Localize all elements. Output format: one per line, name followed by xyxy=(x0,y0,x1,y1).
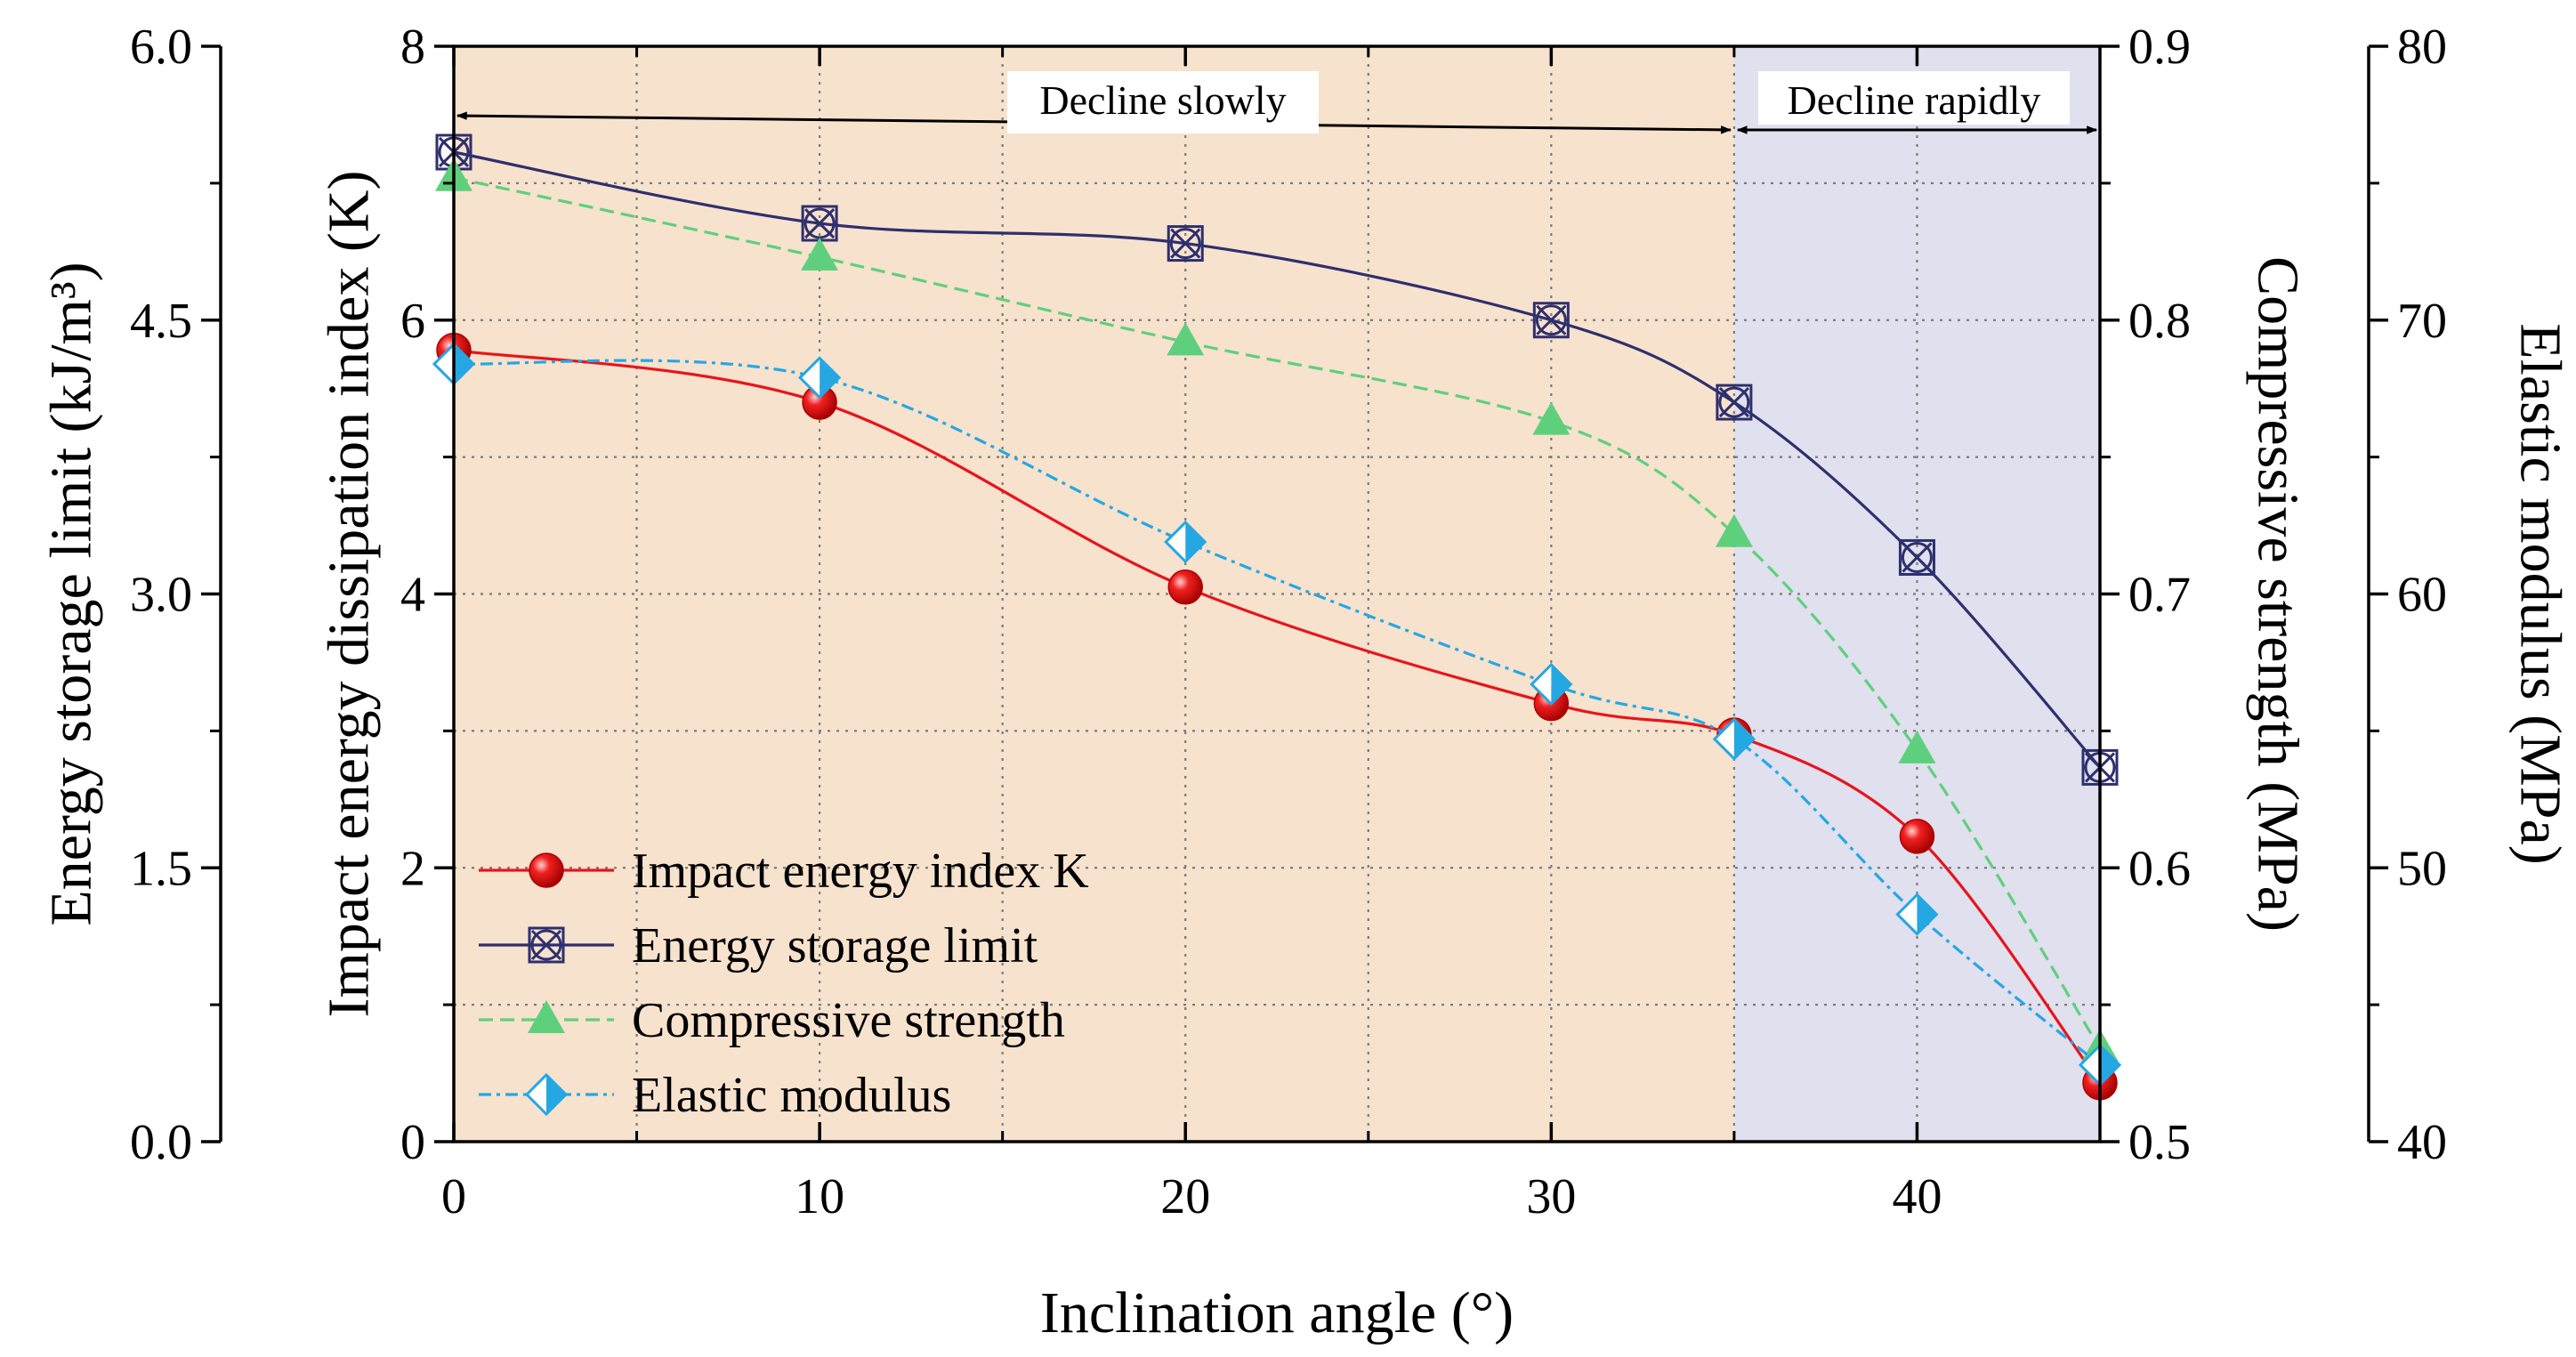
data-point-s1-4-box xyxy=(1716,384,1753,421)
legend-marker-3-right xyxy=(546,1075,566,1114)
legend-label-0: Impact energy index K xyxy=(632,844,1089,899)
data-point-s1-5-cross xyxy=(1902,542,1933,573)
legend-marker-0 xyxy=(529,852,564,888)
legend-marker-1-box xyxy=(528,926,565,964)
y-tick-label-modulus: 60 xyxy=(2397,568,2447,623)
data-point-s3-5-outline xyxy=(1895,893,1939,936)
data-point-s2-3 xyxy=(1532,401,1571,435)
y-tick-label-strength: 0.9 xyxy=(2128,20,2191,75)
legend-marker-1-cross xyxy=(530,929,562,961)
y-tick-label-energy: 1.5 xyxy=(130,841,192,896)
y-tick-label-strength: 0.6 xyxy=(2128,841,2191,896)
data-point-s3-0-left xyxy=(434,343,454,384)
y-tick-label-k: 4 xyxy=(400,568,425,623)
y-tick-label-k: 0 xyxy=(400,1115,425,1170)
x-tick-label: 20 xyxy=(1160,1169,1210,1224)
data-point-s3-5 xyxy=(1895,893,1939,936)
data-point-s0-2 xyxy=(1167,569,1203,605)
data-point-s1-4-cross xyxy=(1718,387,1749,418)
label-decline-slowly: Decline slowly xyxy=(1039,77,1286,123)
x-tick-label: 40 xyxy=(1892,1169,1942,1224)
data-point-s3-4-right xyxy=(1733,719,1754,759)
data-point-s2-2 xyxy=(1167,322,1205,356)
legend-label-3: Elastic modulus xyxy=(632,1068,951,1123)
y-tick-label-energy: 6.0 xyxy=(130,20,192,75)
y-tick-label-k: 8 xyxy=(400,20,425,75)
y-tick-label-modulus: 70 xyxy=(2397,294,2447,349)
data-point-s3-3-left xyxy=(1531,665,1552,705)
y-tick-label-energy: 0.0 xyxy=(130,1115,192,1170)
data-point-s3-4 xyxy=(1712,717,1756,761)
data-point-s3-6-left xyxy=(2080,1045,2100,1085)
y-tick-label-modulus: 80 xyxy=(2397,20,2447,75)
data-point-s2-4 xyxy=(1715,513,1753,547)
data-point-s3-2 xyxy=(1164,520,1207,564)
data-point-s3-2-right xyxy=(1185,522,1206,562)
data-point-s3-1-right xyxy=(820,358,840,398)
data-point-s1-5 xyxy=(1898,538,1935,576)
legend-marker-2 xyxy=(528,1000,565,1033)
y-axis-title-modulus: Elastic modulus (MPa) xyxy=(2508,323,2573,865)
y-tick-label-strength: 0.8 xyxy=(2128,294,2191,349)
data-point-s3-0-right xyxy=(454,343,473,384)
y-tick-label-modulus: 50 xyxy=(2397,841,2447,896)
data-point-s3-6-right xyxy=(2100,1045,2120,1085)
y-axis-title-strength: Compressive strength (MPa) xyxy=(2246,256,2311,932)
legend-label-2: Compressive strength xyxy=(632,993,1065,1048)
region-band-0 xyxy=(454,46,1734,1142)
data-point-s1-3-cross xyxy=(1536,304,1567,335)
data-point-s3-2-outline xyxy=(1164,520,1207,564)
data-point-s3-4-left xyxy=(1714,719,1734,759)
y-tick-label-energy: 3.0 xyxy=(130,568,192,623)
data-point-s1-4-ring xyxy=(1718,386,1750,418)
data-point-s1-4 xyxy=(1716,384,1753,421)
x-tick-label: 10 xyxy=(795,1169,844,1224)
data-point-s3-3-outline xyxy=(1530,662,1573,707)
data-point-s3-3 xyxy=(1530,662,1573,707)
data-point-s2-5 xyxy=(1898,730,1936,763)
legend-marker-1-ring xyxy=(530,929,562,961)
data-point-s3-2-left xyxy=(1166,522,1186,562)
legend-marker-3-outline xyxy=(524,1072,569,1117)
legend-label-1: Energy storage limit xyxy=(632,918,1038,973)
legend-marker-3 xyxy=(524,1072,569,1117)
y-tick-label-strength: 0.5 xyxy=(2128,1115,2191,1170)
x-axis-title: Inclination angle (°) xyxy=(1040,1280,1514,1345)
legend-marker-1 xyxy=(528,926,565,964)
y-tick-label-k: 2 xyxy=(400,841,425,896)
data-point-s3-1-outline xyxy=(797,356,842,400)
y-axis-title-k: Impact energy dissipation index (K) xyxy=(317,171,382,1018)
data-point-s0-5 xyxy=(1899,819,1935,854)
data-point-s1-5-ring xyxy=(1901,541,1933,573)
data-point-s1-5-box xyxy=(1898,538,1935,576)
data-point-s3-5-left xyxy=(1897,894,1918,934)
data-point-s1-2-cross xyxy=(1170,228,1201,259)
y-tick-label-strength: 0.7 xyxy=(2128,568,2191,623)
label-decline-rapidly: Decline rapidly xyxy=(1788,77,2041,123)
data-point-s1-3 xyxy=(1532,302,1570,339)
data-point-s3-3-right xyxy=(1551,665,1571,705)
data-point-s1-1-cross xyxy=(804,207,836,239)
data-point-s3-4-outline xyxy=(1712,717,1756,761)
data-point-s1-3-box xyxy=(1532,302,1570,339)
legend-marker-3-left xyxy=(527,1075,546,1114)
x-tick-label: 0 xyxy=(441,1169,466,1224)
y-tick-label-k: 6 xyxy=(400,294,425,349)
label-box-rapidly xyxy=(1758,71,2070,125)
data-point-s3-1-left xyxy=(800,358,820,398)
data-point-s2-1 xyxy=(801,237,839,271)
x-tick-label: 30 xyxy=(1526,1169,1576,1224)
data-point-s3-5-right xyxy=(1917,894,1937,934)
data-point-s1-3-ring xyxy=(1535,304,1567,336)
y-tick-label-modulus: 40 xyxy=(2397,1115,2447,1170)
data-point-s1-2-ring xyxy=(1169,228,1201,260)
label-box-slowly xyxy=(1007,71,1319,133)
data-point-s3-1 xyxy=(797,356,842,400)
y-tick-label-energy: 4.5 xyxy=(130,294,192,349)
y-axis-title-energy: Energy storage limit (kJ/m³) xyxy=(39,262,104,925)
data-point-s1-2 xyxy=(1167,225,1204,263)
data-point-s1-2-box xyxy=(1167,225,1204,263)
